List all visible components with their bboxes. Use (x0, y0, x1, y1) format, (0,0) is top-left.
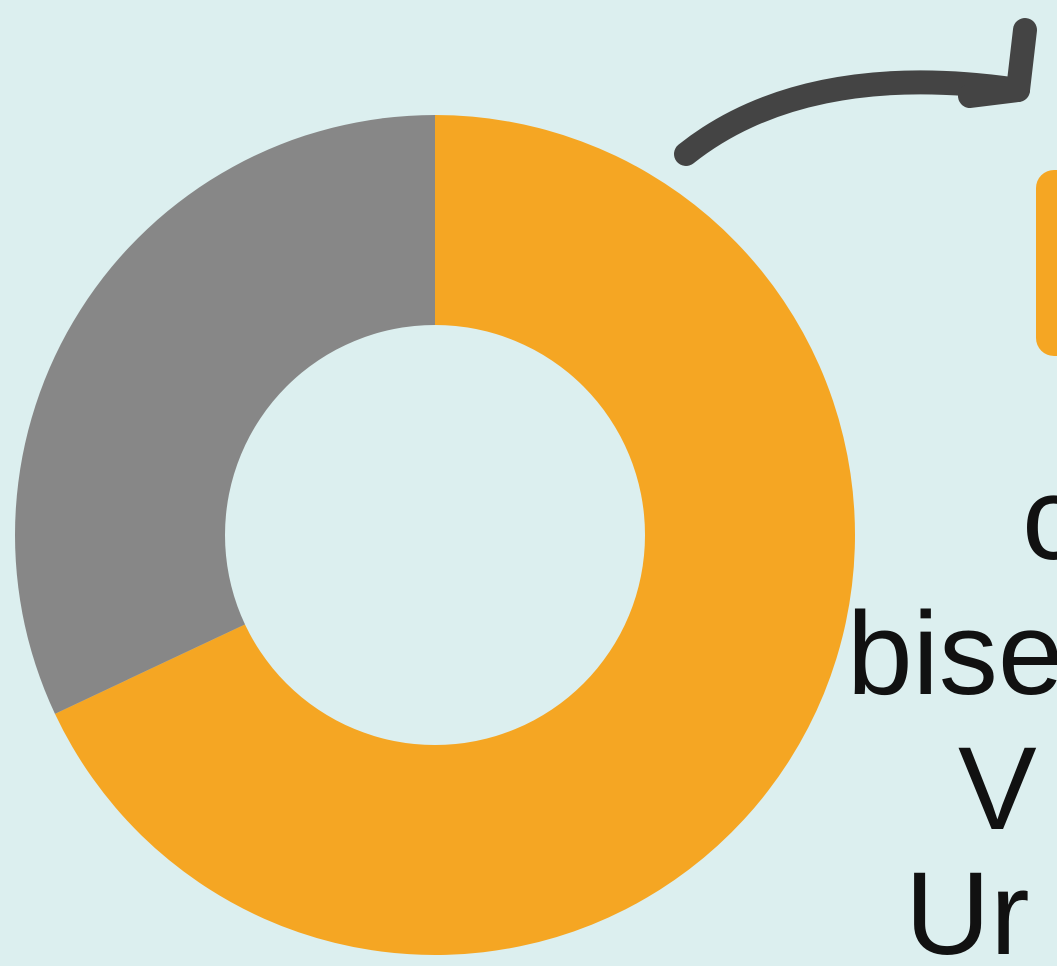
curved-arrow-icon (674, 70, 1030, 166)
arrowhead-bottom (958, 78, 1030, 108)
highlight-fragment (1036, 170, 1057, 356)
text-fragment-1: c (1022, 453, 1057, 585)
text-fragment-2: bise (847, 588, 1057, 720)
text-fragment-4: Ur (905, 848, 1030, 966)
donut-hole (225, 325, 645, 745)
text-fragment-3: V (958, 723, 1037, 855)
